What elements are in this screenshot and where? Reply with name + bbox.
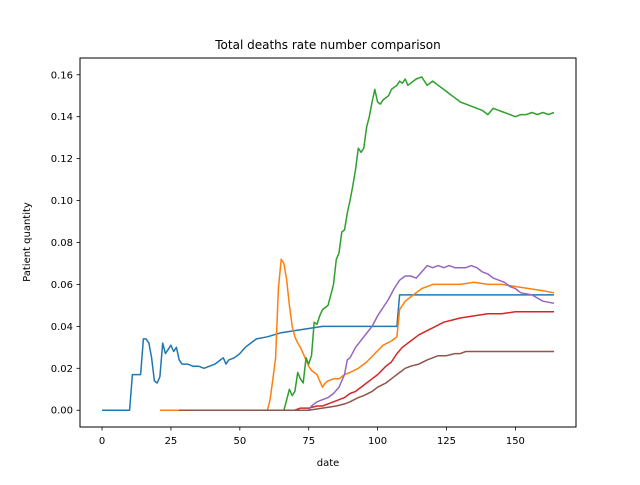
y-tick-label: 0.06 xyxy=(51,280,73,291)
x-tick-label: 0 xyxy=(99,436,105,447)
x-tick-label: 150 xyxy=(506,436,525,447)
y-tick-label: 0.02 xyxy=(51,364,73,375)
y-tick-label: 0.04 xyxy=(51,322,73,333)
y-tick-label: 0.00 xyxy=(51,406,73,417)
chart-title: Total deaths rate number comparison xyxy=(214,38,440,52)
y-tick-label: 0.08 xyxy=(51,238,73,249)
y-axis-label: Patient quantity xyxy=(22,202,33,282)
y-tick-label: 0.16 xyxy=(51,70,73,81)
x-tick-label: 125 xyxy=(437,436,456,447)
x-tick-label: 75 xyxy=(302,436,315,447)
x-tick-label: 25 xyxy=(165,436,178,447)
series-line-2 xyxy=(159,258,555,411)
series-line-5 xyxy=(179,264,555,411)
x-tick-label: 50 xyxy=(233,436,246,447)
series-line-3 xyxy=(179,76,555,411)
y-tick-label: 0.10 xyxy=(51,196,73,207)
x-tick-label: 100 xyxy=(368,436,387,447)
y-tick-label: 0.12 xyxy=(51,154,73,165)
y-tick-label: 0.14 xyxy=(51,112,73,123)
tick-layer: 0 25 50 75 100 125 150 0.00 0.02 0.04 0.06 0.08 0.10… xyxy=(51,70,525,447)
series-line-6 xyxy=(179,350,554,411)
plot-frame xyxy=(79,57,577,428)
series-line-1 xyxy=(102,294,554,411)
series-layer xyxy=(102,76,555,411)
x-axis-label: date xyxy=(317,458,340,469)
series-line-4 xyxy=(179,310,554,411)
